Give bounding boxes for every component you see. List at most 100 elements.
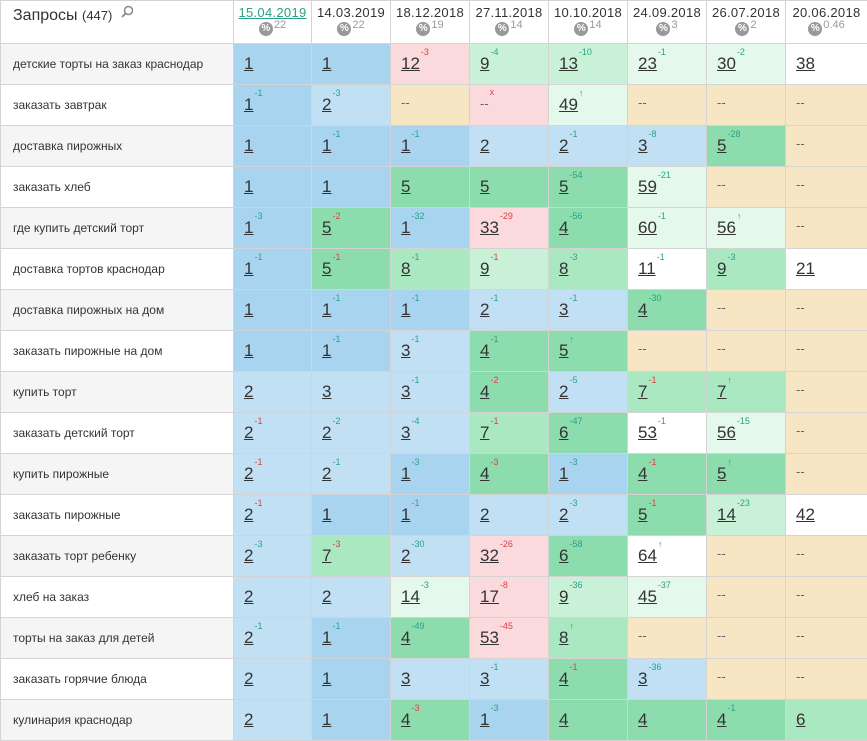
position-link[interactable]: 1	[322, 177, 332, 196]
position-link[interactable]: 3	[322, 382, 332, 401]
position-link[interactable]: 53	[480, 628, 499, 647]
position-link[interactable]: 3	[638, 669, 648, 688]
position-link[interactable]: 3	[638, 136, 648, 155]
position-link[interactable]: 5	[322, 259, 332, 278]
position-link[interactable]: 8	[559, 259, 569, 278]
date-column-header[interactable]: 14.03.2019% 22	[311, 0, 391, 44]
position-link[interactable]: 7	[638, 382, 648, 401]
position-link[interactable]: 3	[480, 669, 490, 688]
column-date[interactable]: 15.04.2019	[238, 5, 307, 20]
position-link[interactable]: 2	[559, 382, 569, 401]
position-link[interactable]: 9	[717, 259, 727, 278]
position-link[interactable]: 2	[244, 464, 254, 483]
position-link[interactable]: 4	[559, 669, 569, 688]
date-column-header[interactable]: 24.09.2018% 3	[627, 0, 707, 44]
position-link[interactable]: 2	[322, 587, 332, 606]
position-link[interactable]: 64	[638, 546, 657, 565]
position-link[interactable]: 8	[559, 628, 569, 647]
position-link[interactable]: 7	[480, 423, 490, 442]
position-link[interactable]: 1	[401, 300, 411, 319]
position-link[interactable]: 2	[244, 628, 254, 647]
position-link[interactable]: 2	[480, 300, 490, 319]
position-link[interactable]: 5	[480, 177, 490, 196]
position-link[interactable]: 6	[559, 546, 569, 565]
position-link[interactable]: 53	[638, 423, 657, 442]
position-link[interactable]: 2	[244, 546, 254, 565]
date-column-header[interactable]: 27.11.2018% 14	[469, 0, 549, 44]
position-link[interactable]: 2	[559, 505, 569, 524]
position-link[interactable]: 56	[717, 423, 736, 442]
position-link[interactable]: 17	[480, 587, 499, 606]
position-link[interactable]: 3	[559, 300, 569, 319]
position-link[interactable]: 4	[638, 464, 648, 483]
position-link[interactable]: 9	[480, 259, 490, 278]
position-link[interactable]: 1	[244, 54, 254, 73]
position-link[interactable]: 1	[244, 341, 254, 360]
position-link[interactable]: 1	[401, 505, 411, 524]
date-column-header[interactable]: 26.07.2018% 2	[706, 0, 786, 44]
position-link[interactable]: 1	[244, 136, 254, 155]
date-column-header[interactable]: 18.12.2018% 19	[390, 0, 470, 44]
position-link[interactable]: 1	[401, 464, 411, 483]
position-link[interactable]: 2	[244, 382, 254, 401]
position-link[interactable]: 5	[559, 177, 569, 196]
position-link[interactable]: 4	[480, 382, 490, 401]
position-link[interactable]: 4	[638, 300, 648, 319]
position-link[interactable]: 4	[559, 710, 569, 729]
position-link[interactable]: 1	[322, 505, 332, 524]
position-link[interactable]: 4	[480, 464, 490, 483]
position-link[interactable]: 2	[322, 423, 332, 442]
position-link[interactable]: 30	[717, 54, 736, 73]
position-link[interactable]: 2	[244, 505, 254, 524]
position-link[interactable]: 5	[401, 177, 411, 196]
position-link[interactable]: 60	[638, 218, 657, 237]
position-link[interactable]: 2	[480, 505, 490, 524]
position-link[interactable]: 2	[401, 546, 411, 565]
position-link[interactable]: 7	[322, 546, 332, 565]
date-column-header[interactable]: 15.04.2019% 22	[233, 0, 312, 44]
position-link[interactable]: 3	[401, 423, 411, 442]
date-column-header[interactable]: 20.06.2018% 0.46	[785, 0, 867, 44]
position-link[interactable]: 1	[244, 218, 254, 237]
position-link[interactable]: 5	[638, 505, 648, 524]
position-link[interactable]: 5	[322, 218, 332, 237]
column-date[interactable]: 24.09.2018	[632, 5, 702, 20]
position-link[interactable]: 6	[559, 423, 569, 442]
position-link[interactable]: 1	[244, 95, 254, 114]
position-link[interactable]: 8	[401, 259, 411, 278]
position-link[interactable]: 42	[796, 505, 815, 524]
position-link[interactable]: 23	[638, 54, 657, 73]
position-link[interactable]: 11	[638, 259, 656, 278]
position-link[interactable]: 4	[717, 710, 727, 729]
search-icon[interactable]	[121, 5, 134, 23]
position-link[interactable]: 4	[401, 628, 411, 647]
position-link[interactable]: 14	[717, 505, 736, 524]
position-link[interactable]: 4	[559, 218, 569, 237]
position-link[interactable]: 13	[559, 54, 578, 73]
position-link[interactable]: 2	[322, 95, 332, 114]
position-link[interactable]: 2	[244, 423, 254, 442]
column-date[interactable]: 18.12.2018	[395, 5, 465, 20]
position-link[interactable]: 2	[244, 587, 254, 606]
position-link[interactable]: 5	[717, 136, 727, 155]
position-link[interactable]: 9	[480, 54, 490, 73]
column-date[interactable]: 10.10.2018	[553, 5, 623, 20]
position-link[interactable]: 21	[796, 259, 815, 278]
position-link[interactable]: 5	[717, 464, 727, 483]
position-link[interactable]: 1	[322, 628, 332, 647]
position-link[interactable]: 1	[244, 259, 254, 278]
column-date[interactable]: 27.11.2018	[475, 5, 543, 20]
position-link[interactable]: 1	[401, 218, 411, 237]
column-date[interactable]: 26.07.2018	[711, 5, 781, 20]
position-link[interactable]: 1	[322, 136, 332, 155]
position-link[interactable]: 3	[401, 382, 411, 401]
position-link[interactable]: 1	[559, 464, 569, 483]
position-link[interactable]: 3	[401, 341, 411, 360]
position-link[interactable]: 33	[480, 218, 499, 237]
position-link[interactable]: 5	[559, 341, 569, 360]
position-link[interactable]: 1	[322, 300, 332, 319]
position-link[interactable]: 7	[717, 382, 727, 401]
position-link[interactable]: 1	[244, 177, 254, 196]
position-link[interactable]: 32	[480, 546, 499, 565]
position-link[interactable]: 1	[244, 300, 254, 319]
